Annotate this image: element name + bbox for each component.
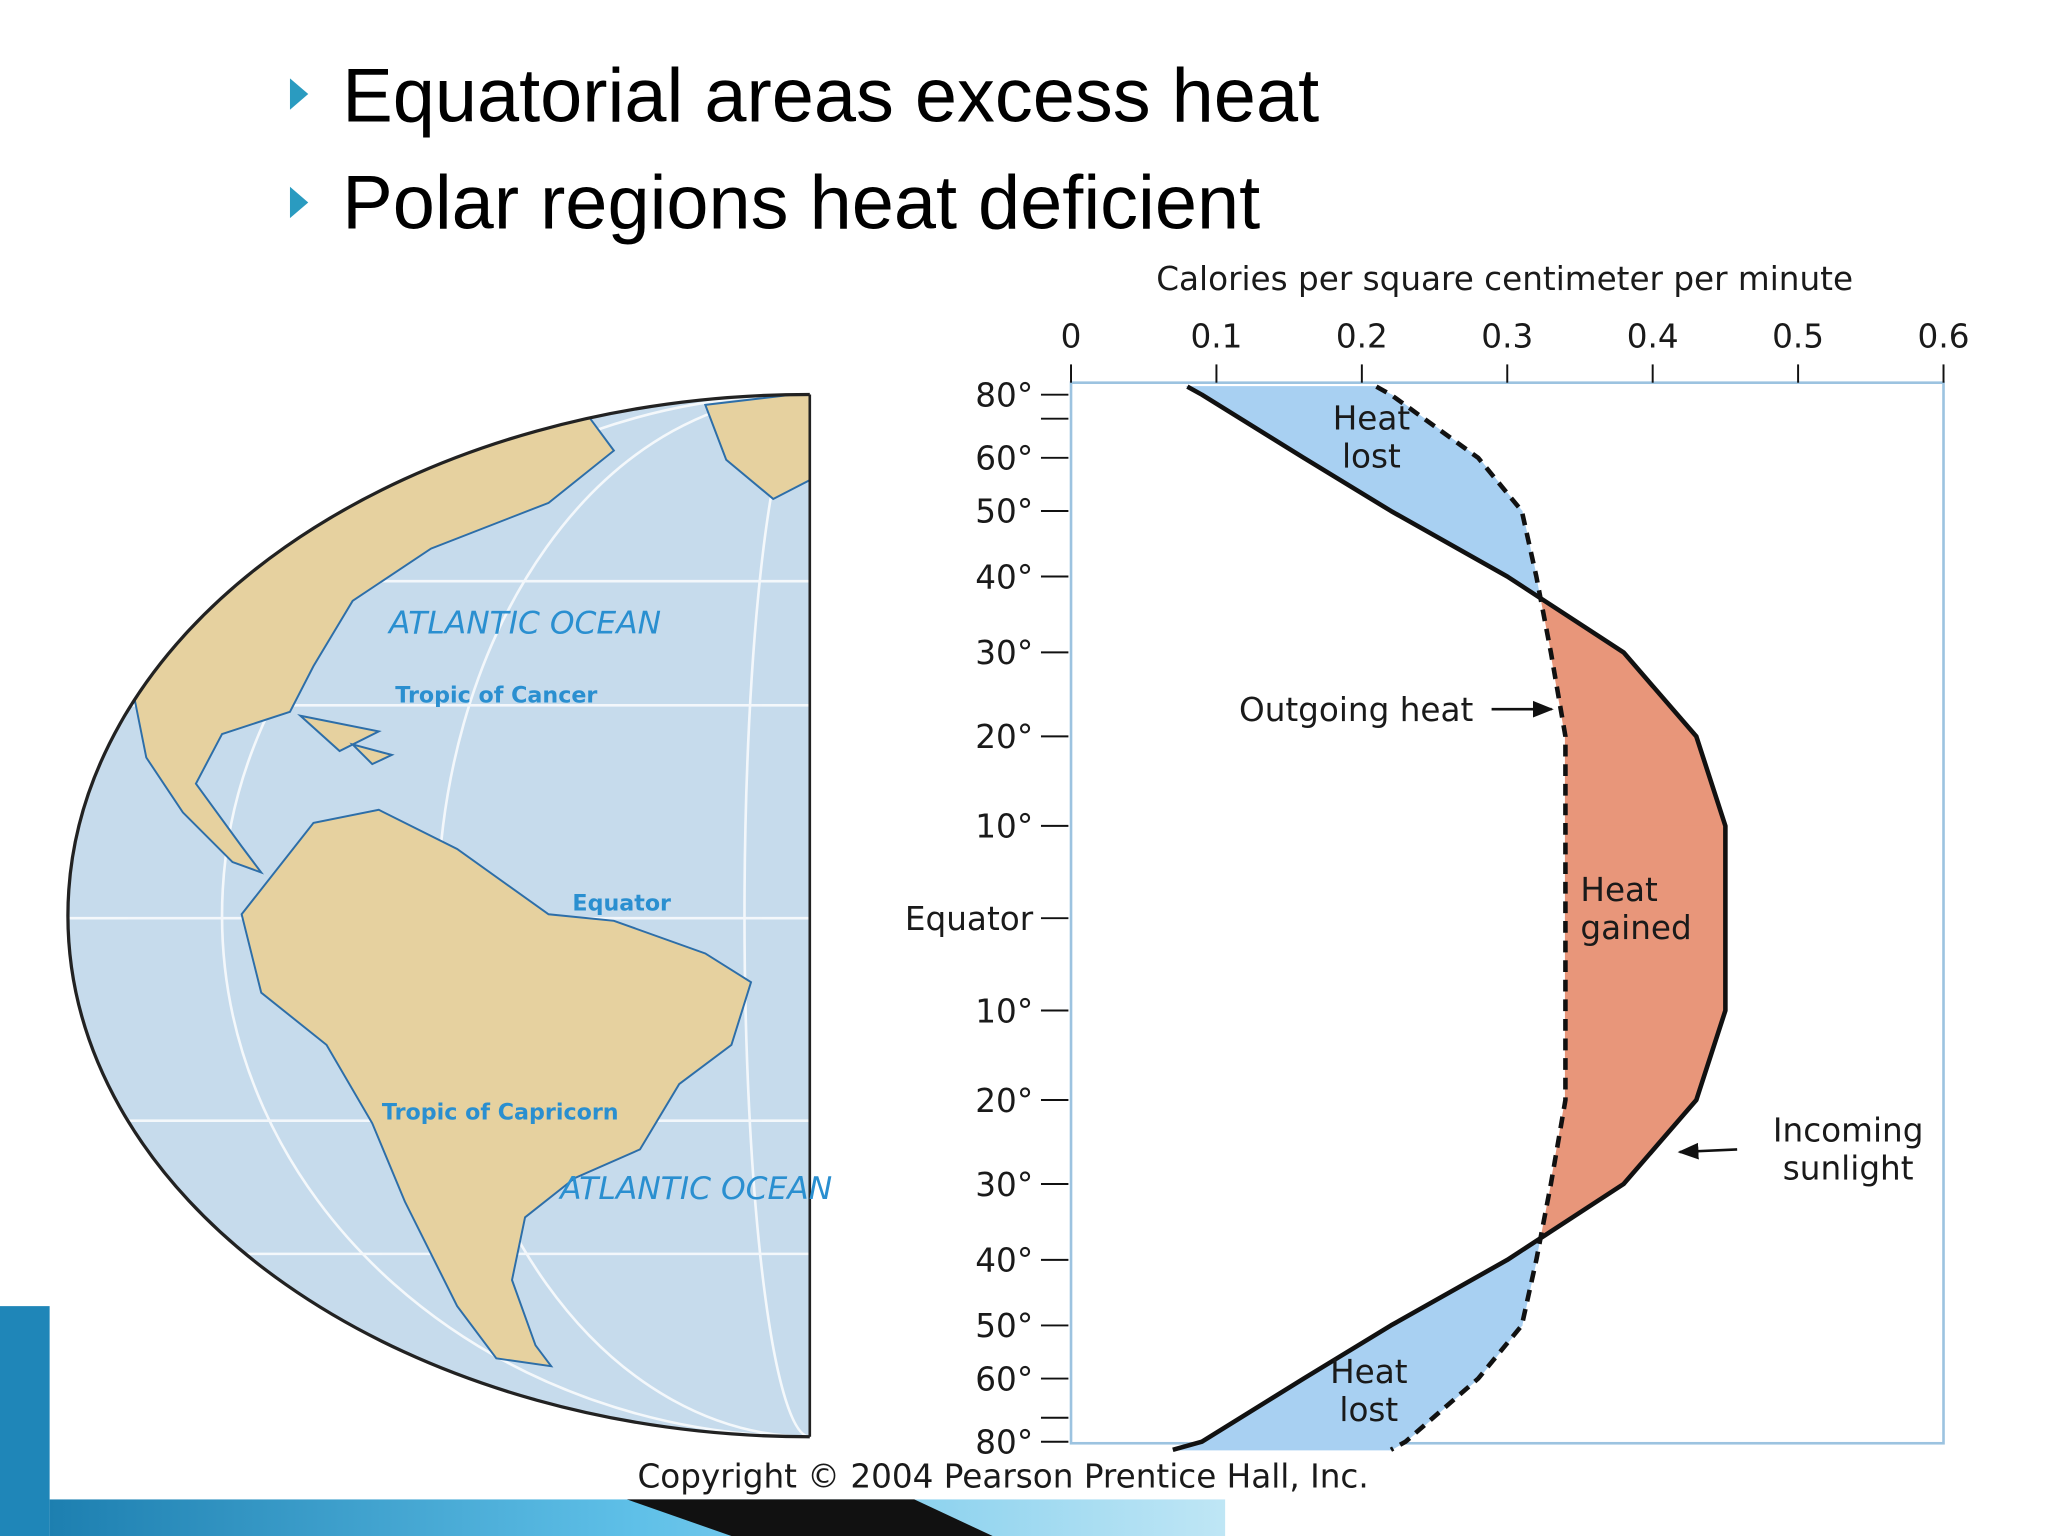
- land: [703, 394, 810, 501]
- y-tick-label: 50°: [975, 1307, 1033, 1345]
- x-tick-label: 0.2: [1336, 317, 1388, 355]
- x-tick-label: 0: [1061, 317, 1082, 355]
- x-tick-label: 0.5: [1772, 317, 1824, 355]
- fill-region: [1185, 386, 1393, 396]
- land: [240, 808, 753, 1368]
- y-tick-label: 40°: [975, 1242, 1033, 1280]
- bottom-band: [49, 1499, 1226, 1536]
- annotation-box: Heat lost: [1332, 400, 1411, 476]
- series-label: Outgoing heat: [1239, 691, 1473, 729]
- bullet-icon: [289, 78, 309, 110]
- bullet-text: Polar regions heat deficient: [342, 161, 1260, 246]
- y-tick-label: 10°: [975, 808, 1033, 846]
- y-tick-label: 30°: [975, 634, 1033, 672]
- y-tick-label: 60°: [975, 440, 1033, 478]
- arrow: [1677, 1142, 1738, 1160]
- annotation: Heat gained: [1580, 872, 1692, 947]
- copyright: Copyright © 2004 Pearson Prentice Hall, …: [637, 1458, 1368, 1496]
- y-tick-label: Equator: [905, 900, 1034, 938]
- y-tick-label: 40°: [975, 558, 1033, 596]
- bullet-icon: [289, 186, 309, 219]
- series-label: Incoming sunlight: [1772, 1112, 1924, 1187]
- y-tick-label: 80°: [975, 376, 1033, 414]
- globe-map: ATLANTIC OCEAN Tropic of Cancer Equator …: [66, 392, 832, 1439]
- fill-regions: [1172, 386, 1727, 1451]
- y-tick-label: 60°: [975, 1360, 1033, 1398]
- series-label-box: Incoming sunlight: [1772, 1112, 1924, 1187]
- fill-region: [1540, 598, 1624, 653]
- series-line: [1172, 384, 1728, 1452]
- annotation-box: Heat gained: [1580, 872, 1692, 947]
- map-label: Tropic of Cancer: [395, 683, 597, 709]
- y-tick-label: 20°: [975, 1082, 1033, 1120]
- x-tick-label: 0.1: [1190, 317, 1242, 355]
- x-tick-label: 0.3: [1481, 317, 1533, 355]
- map-label: Equator: [572, 890, 671, 916]
- fill-region: [1540, 1184, 1624, 1239]
- annotation: Heat lost: [1330, 1354, 1408, 1429]
- globe-outline: [66, 392, 810, 1439]
- annotation-box: Heat lost: [1330, 1354, 1408, 1429]
- map-label: ATLANTIC OCEAN: [387, 605, 661, 641]
- map-label: Tropic of Capricorn: [382, 1099, 619, 1125]
- y-tick-label: 80°: [975, 1423, 1033, 1461]
- y-tick-label: 50°: [975, 493, 1033, 531]
- corner-bar: [0, 1306, 50, 1536]
- bullet-text: Equatorial areas excess heat: [342, 53, 1319, 138]
- y-tick-label: 20°: [975, 718, 1033, 756]
- series-line: [1375, 384, 1568, 1452]
- y-tick-label: 10°: [975, 992, 1033, 1030]
- land: [297, 714, 395, 766]
- x-tick-label: 0.4: [1627, 317, 1679, 355]
- annotation: Heat lost: [1332, 400, 1411, 476]
- x-axis-title: Calories per square centimeter per minut…: [1156, 260, 1853, 298]
- x-tick-label: 0.6: [1918, 317, 1970, 355]
- bottom-wedge: [626, 1499, 993, 1536]
- map-label: ATLANTIC OCEAN: [558, 1171, 832, 1207]
- y-tick-label: 30°: [975, 1166, 1033, 1204]
